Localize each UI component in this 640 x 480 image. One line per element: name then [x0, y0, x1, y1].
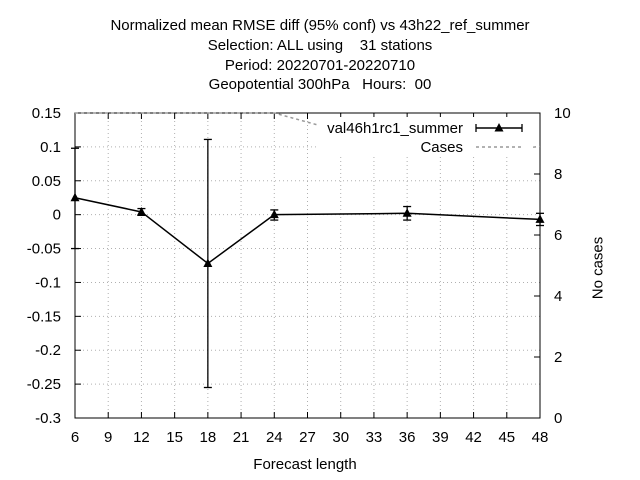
x-tick-label: 15 — [166, 429, 183, 446]
x-tick-label: 21 — [233, 429, 250, 446]
x-tick-label: 24 — [266, 429, 283, 446]
y2-tick-label: 4 — [554, 288, 562, 305]
x-tick-label: 42 — [465, 429, 482, 446]
legend-series-marker — [494, 123, 504, 132]
data-point — [70, 192, 80, 202]
y-tick-label: -0.2 — [35, 342, 61, 359]
y2-tick-label: 6 — [554, 227, 562, 244]
x-tick-label: 9 — [104, 429, 112, 446]
y-tick-label: -0.1 — [35, 274, 61, 291]
legend-series-label: val46h1rc1_summer — [327, 120, 463, 137]
y-tick-label: 0 — [53, 207, 61, 224]
data-point — [136, 206, 146, 216]
y-tick-label: -0.25 — [27, 376, 61, 393]
title-line-1: Normalized mean RMSE diff (95% conf) vs … — [110, 17, 530, 34]
y-tick-label: 0.15 — [32, 105, 61, 122]
y-tick-label: -0.15 — [27, 308, 61, 325]
x-tick-label: 12 — [133, 429, 150, 446]
y-tick-label: 0.05 — [32, 173, 61, 190]
legend-box — [318, 117, 533, 157]
x-tick-label: 39 — [432, 429, 449, 446]
title-line-3: Period: 20220701-20220710 — [224, 57, 416, 74]
data-point — [535, 214, 545, 223]
y2-tick-label: 10 — [554, 105, 571, 122]
x-tick-label: 36 — [399, 429, 416, 446]
data-point — [269, 209, 279, 219]
y2-axis-label: No cases — [589, 236, 607, 300]
x-tick-label: 30 — [332, 429, 349, 446]
data-point — [402, 208, 412, 217]
series-line — [74, 196, 541, 265]
y-tick-label: 0.1 — [40, 139, 61, 156]
y2-tick-label: 2 — [554, 349, 562, 366]
title-line-2: Selection: ALL using 31 stations — [207, 37, 433, 54]
y2-tick-label: 0 — [554, 410, 562, 427]
x-tick-label: 33 — [366, 429, 383, 446]
x-axis-label: Forecast length — [253, 456, 357, 473]
x-tick-label: 45 — [498, 429, 515, 446]
x-tick-label: 18 — [200, 429, 217, 446]
x-tick-label: 6 — [71, 429, 79, 446]
y-tick-label: -0.05 — [27, 241, 61, 258]
x-tick-label: 27 — [299, 429, 316, 446]
legend-cases-label: Cases — [420, 139, 463, 156]
y-tick-label: -0.3 — [35, 410, 61, 427]
y2-tick-label: 8 — [554, 166, 562, 183]
x-tick-label: 48 — [532, 429, 549, 446]
data-point — [203, 258, 213, 267]
title-line-4: Geopotential 300hPa Hours: 00 — [208, 76, 432, 93]
